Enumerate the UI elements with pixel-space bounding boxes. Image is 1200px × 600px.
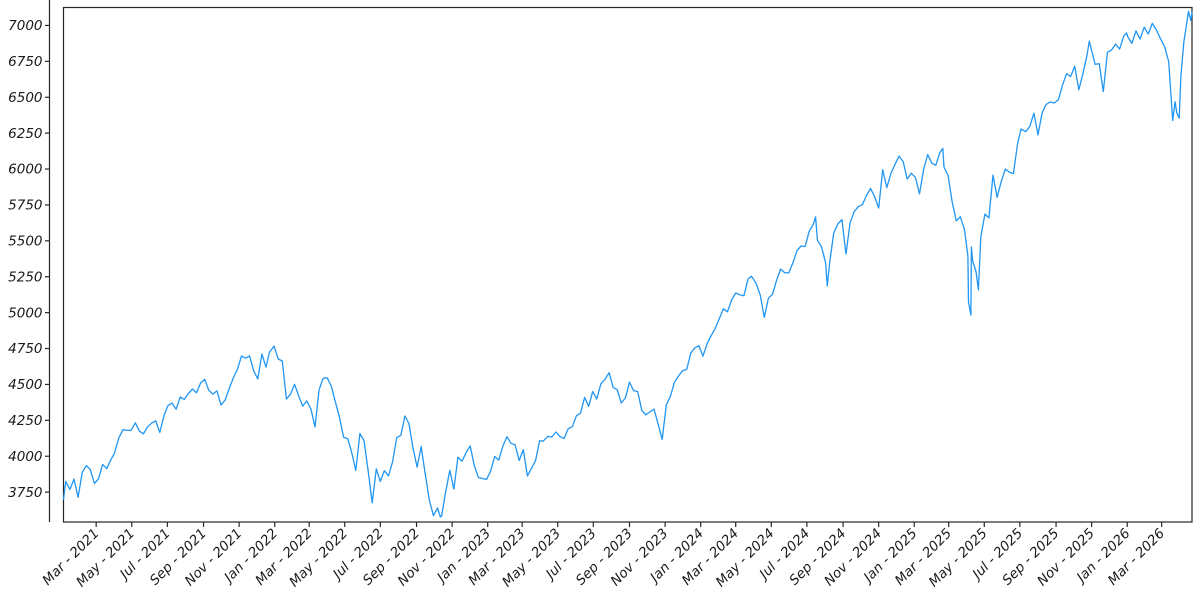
y-tick-label: 6750 [8, 54, 42, 70]
y-tick-label: 4250 [8, 413, 42, 429]
plot-border [62, 6, 1193, 523]
y-tick-label: 5750 [8, 198, 42, 214]
y-tick-label: 5500 [8, 234, 42, 250]
y-tick-label: 6500 [8, 90, 42, 106]
y-tick-label: 4750 [8, 341, 42, 357]
y-tick-label: 7000 [8, 18, 42, 34]
y-tick-label: 3750 [8, 485, 42, 501]
y-tick-label: 5250 [8, 269, 42, 285]
y-tick-label: 5000 [8, 305, 42, 321]
y-tick-label: 6250 [8, 126, 42, 142]
price-line [62, 10, 1193, 518]
y-tick-label: 4500 [8, 377, 42, 393]
y-tick-label: 6000 [8, 162, 42, 178]
y-tick-label: 4000 [8, 449, 42, 465]
